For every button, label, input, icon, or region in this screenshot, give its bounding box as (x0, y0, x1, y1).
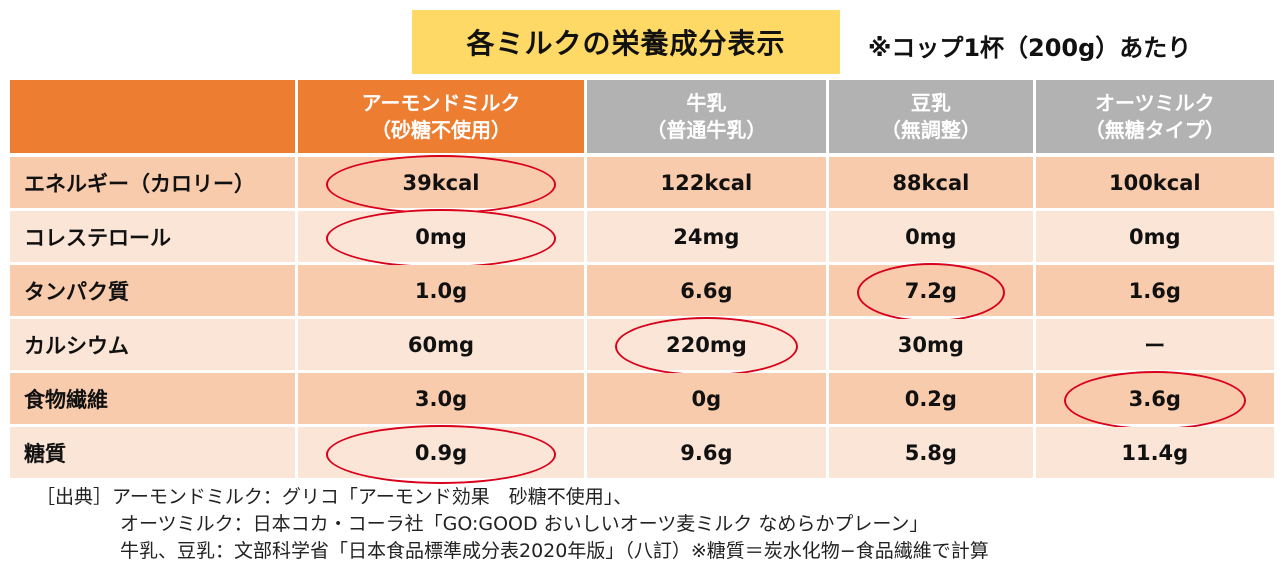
column-header-name: 牛乳 (686, 90, 727, 115)
column-header-name: オーツミルク (1094, 90, 1215, 115)
source-citation: ［出典］アーモンドミルク：グリコ「アーモンド効果 砂糖不使用」、 オーツミルク：… (36, 484, 989, 565)
row-label: 糖質 (10, 427, 296, 478)
column-header-note: （普通牛乳） (646, 117, 767, 142)
column-header-note: （無糖タイプ） (1084, 117, 1225, 142)
value-cell: 0.9g (298, 425, 584, 484)
value-cell: 1.6g (1035, 265, 1274, 316)
value-text: 0.2g (904, 386, 957, 411)
value-cell: 7.2g (829, 263, 1033, 322)
row-label: タンパク質 (10, 265, 296, 316)
column-header-note: （砂糖不使用） (371, 117, 511, 142)
value-cell: 122kcal (586, 157, 827, 208)
value-text: 3.6g (1128, 386, 1181, 411)
table-row: タンパク質 1.0g 6.6g 7.2g 1.6g (10, 263, 1274, 322)
value-cell: 60mg (298, 319, 584, 370)
table-row: カルシウム 60mg 220mg 30mg ー (10, 317, 1274, 376)
serving-note: ※コップ1杯（200g）あたり (868, 34, 1192, 62)
value-cell: 0mg (829, 211, 1033, 262)
value-cell: 220mg (586, 317, 827, 376)
value-text: 0mg (415, 224, 467, 249)
table-row: エネルギー（カロリー） 39kcal 122kcal 88kcal 100kcal (10, 155, 1274, 214)
table-row: 食物繊維 3.0g 0g 0.2g 3.6g (10, 371, 1274, 430)
page-title: 各ミルクの栄養成分表示 (412, 10, 840, 74)
column-header-name: アーモンドミルク (361, 90, 521, 115)
source-line-2: オーツミルク：日本コカ・コーラ社「GO:GOOD おいしいオーツ麦ミルク なめら… (120, 513, 929, 535)
value-text: 6.6g (680, 278, 733, 303)
value-cell: 0g (586, 373, 827, 424)
table-row: コレステロール 0mg 24mg 0mg 0mg (10, 209, 1274, 268)
column-header-note: （無調整） (880, 117, 981, 142)
value-text: 5.8g (904, 440, 957, 465)
row-label-text: コレステロール (24, 225, 171, 250)
row-label-text: エネルギー（カロリー） (24, 171, 255, 196)
row-label-text: カルシウム (24, 333, 129, 358)
column-header-oat-milk: オーツミルク （無糖タイプ） (1035, 80, 1274, 153)
row-label: コレステロール (10, 211, 296, 262)
row-label-text: 糖質 (24, 441, 66, 466)
value-cell: 3.6g (1035, 371, 1274, 430)
value-cell: 39kcal (298, 155, 584, 214)
value-text: 1.6g (1128, 278, 1181, 303)
value-cell: 0mg (298, 209, 584, 268)
value-text: 220mg (665, 332, 747, 357)
value-cell: 0mg (1035, 211, 1274, 262)
column-header-name: 豆乳 (910, 90, 951, 115)
value-cell: 9.6g (586, 427, 827, 478)
value-text: 1.0g (414, 278, 468, 303)
value-text: 0.9g (414, 440, 468, 465)
value-text: 11.4g (1121, 440, 1189, 465)
table-row: 糖質 0.9g 9.6g 5.8g 11.4g (10, 425, 1274, 484)
value-text: 88kcal (892, 170, 970, 195)
row-label-text: タンパク質 (24, 279, 129, 304)
header-corner-cell (10, 80, 296, 153)
table-header-row: アーモンドミルク （砂糖不使用） 牛乳 （普通牛乳） 豆乳 （無調整） オーツミ… (10, 80, 1274, 153)
value-text: 100kcal (1108, 170, 1201, 195)
value-cell: 100kcal (1035, 157, 1274, 208)
row-label-text: 食物繊維 (24, 387, 108, 412)
value-cell: 5.8g (829, 427, 1033, 478)
value-text: 0mg (1129, 224, 1181, 249)
value-text: 7.2g (904, 278, 957, 303)
value-cell: 3.0g (298, 373, 584, 424)
value-cell: 88kcal (829, 157, 1033, 208)
source-line-3: 牛乳、豆乳：文部科学省「日本食品標準成分表2020年版」（八訂）※糖質＝炭水化物… (120, 540, 989, 562)
value-text: 122kcal (660, 170, 753, 195)
nutrition-table: アーモンドミルク （砂糖不使用） 牛乳 （普通牛乳） 豆乳 （無調整） オーツミ… (10, 80, 1274, 484)
row-label: エネルギー（カロリー） (10, 157, 296, 208)
value-text: 39kcal (402, 170, 480, 195)
value-cell: 30mg (829, 319, 1033, 370)
value-cell: 24mg (586, 211, 827, 262)
value-cell: 6.6g (586, 265, 827, 316)
value-text: 9.6g (680, 440, 733, 465)
source-line-1: ［出典］アーモンドミルク：グリコ「アーモンド効果 砂糖不使用」、 (36, 486, 633, 508)
value-text: 0g (691, 386, 722, 411)
column-header-cow-milk: 牛乳 （普通牛乳） (586, 80, 827, 153)
row-label: カルシウム (10, 319, 296, 370)
value-text: 0mg (905, 224, 957, 249)
value-text: 30mg (897, 332, 964, 357)
column-header-soy-milk: 豆乳 （無調整） (829, 80, 1033, 153)
value-text: 24mg (673, 224, 740, 249)
value-cell: 11.4g (1035, 427, 1274, 478)
column-header-almond: アーモンドミルク （砂糖不使用） (298, 80, 584, 153)
row-label: 食物繊維 (10, 373, 296, 424)
value-text: ー (1144, 333, 1166, 358)
value-cell: ー (1035, 319, 1274, 370)
value-cell: 0.2g (829, 373, 1033, 424)
value-cell: 1.0g (298, 265, 584, 316)
value-text: 60mg (407, 332, 475, 357)
value-text: 3.0g (414, 386, 468, 411)
